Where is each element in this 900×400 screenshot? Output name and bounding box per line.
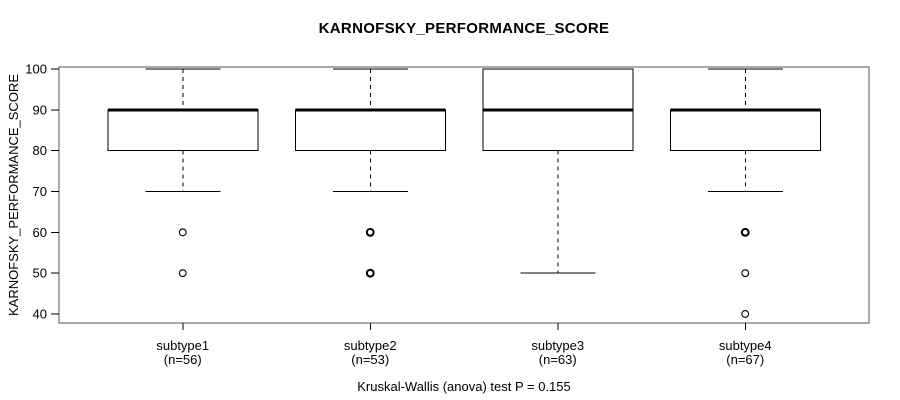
y-tick-label-50: 50 [33, 266, 47, 281]
outlier-subtype4-40 [741, 310, 750, 318]
stat-test-caption: Kruskal-Wallis (anova) test P = 0.155 [357, 379, 571, 394]
iqr-box-subtype1 [107, 109, 259, 152]
y-tick-label-60: 60 [33, 225, 47, 240]
y-tick-label-40: 40 [33, 307, 47, 322]
x-label-subtype1: subtype1 [156, 338, 209, 353]
iqr-box-subtype2 [294, 109, 446, 152]
outlier-subtype2-50 [365, 268, 375, 278]
x-label-subtype3: subtype3 [531, 338, 584, 353]
y-tick-label-80: 80 [33, 143, 47, 158]
x-label-subtype2: subtype2 [344, 338, 397, 353]
y-axis-title: KARNOFSKY_PERFORMANCE_SCORE [6, 74, 21, 316]
chart-title: KARNOFSKY_PERFORMANCE_SCORE [319, 20, 610, 37]
iqr-box-subtype4 [669, 109, 821, 152]
plot-frame [58, 66, 870, 324]
x-label-n-subtype4: (n=67) [726, 352, 764, 367]
y-tick-label-90: 90 [33, 102, 47, 117]
x-label-n-subtype3: (n=63) [539, 352, 577, 367]
outlier-subtype4-60 [740, 227, 750, 237]
x-label-subtype4: subtype4 [719, 338, 772, 353]
outlier-subtype1-50 [178, 269, 187, 278]
outlier-subtype1-60 [178, 228, 187, 237]
x-label-n-subtype2: (n=53) [351, 352, 389, 367]
x-label-n-subtype1: (n=56) [164, 352, 202, 367]
outlier-subtype4-50 [741, 269, 750, 278]
outlier-subtype2-60 [365, 227, 375, 237]
y-tick-label-100: 100 [25, 62, 47, 77]
plot-area: 100908070605040subtype1(n=56)subtype2(n=… [25, 62, 870, 367]
y-tick-label-70: 70 [33, 184, 47, 199]
